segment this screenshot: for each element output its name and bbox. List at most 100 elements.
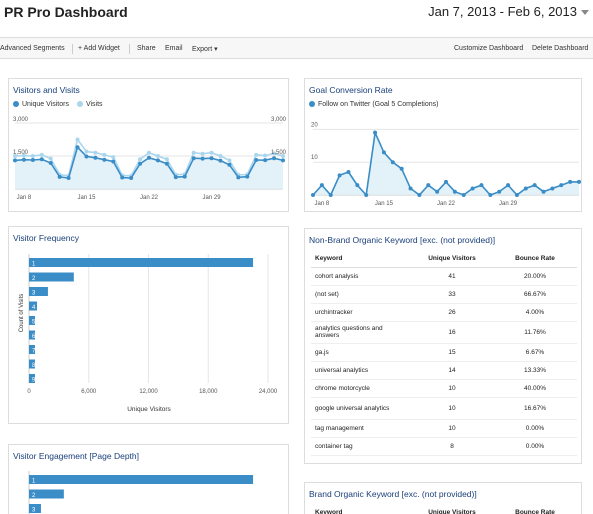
data-point xyxy=(75,137,80,142)
table-row[interactable]: container tag 8 0.00% xyxy=(311,437,577,456)
date-range-picker[interactable]: Jan 7, 2013 - Feb 6, 2013 xyxy=(428,4,589,19)
data-point xyxy=(21,157,26,162)
column-header-keyword[interactable]: Keyword xyxy=(311,251,411,268)
table-row[interactable]: google universal analytics 10 16.67% xyxy=(311,397,577,420)
column-header-bounce[interactable]: Bounce Rate xyxy=(493,251,577,268)
table-row[interactable]: (not set) 33 66.67% xyxy=(311,285,577,304)
data-point xyxy=(13,154,17,158)
data-point xyxy=(13,158,17,163)
table-row[interactable]: universal analytics 14 13.33% xyxy=(311,361,577,380)
keyword-cell[interactable]: universal analytics xyxy=(311,361,411,380)
legend-label: Follow on Twitter (Goal 5 Completions) xyxy=(318,101,439,108)
keyword-cell[interactable]: ga.js xyxy=(311,343,411,362)
data-point xyxy=(120,175,125,180)
x-axis-title: Unique Visitors xyxy=(127,406,171,413)
bar-category-label: 8 xyxy=(32,363,36,369)
data-point xyxy=(66,176,71,180)
y-tick-label: 10 xyxy=(311,155,318,161)
visitors-cell: 15 xyxy=(411,343,493,362)
data-point xyxy=(461,193,466,197)
data-point xyxy=(30,157,35,162)
data-point xyxy=(328,193,333,197)
keyword-cell[interactable]: analytics questions and answers xyxy=(311,321,411,344)
add-widget-button[interactable]: + Add Widget xyxy=(78,45,120,52)
data-point xyxy=(506,183,511,188)
visitors-cell: 41 xyxy=(411,267,493,286)
toolbar-divider xyxy=(129,44,130,54)
data-point xyxy=(577,179,581,184)
x-tick-label: Jan 15 xyxy=(375,201,394,207)
table-row[interactable]: tag management 10 0.00% xyxy=(311,419,577,438)
data-point xyxy=(263,158,268,163)
y-tick-label: 3,000 xyxy=(13,117,29,123)
data-point xyxy=(452,189,457,194)
x-tick-label: Jan 22 xyxy=(437,201,456,207)
delete-dashboard-button[interactable]: Delete Dashboard xyxy=(532,45,589,52)
frequency-bar-chart: 1 2 3 4 5 6 7 8 90 6,000 12,000 18,000 24,000 Unique … xyxy=(19,254,278,413)
data-point xyxy=(129,176,134,180)
column-header-bounce[interactable]: Bounce Rate xyxy=(493,505,577,514)
data-point xyxy=(173,175,178,180)
data-point xyxy=(48,161,53,166)
data-point xyxy=(444,179,448,184)
keyword-cell[interactable]: cohort analysis xyxy=(311,267,411,286)
x-tick-label: 0 xyxy=(27,389,31,395)
data-point xyxy=(364,193,369,197)
bar xyxy=(29,287,48,296)
data-point xyxy=(155,154,160,158)
data-point xyxy=(30,154,35,158)
bounce-cell: 0.00% xyxy=(493,437,577,456)
export-button[interactable]: Export ▾ xyxy=(192,46,218,53)
data-point xyxy=(435,189,440,194)
table-row[interactable]: cohort analysis 41 20.00% xyxy=(311,267,577,286)
bar-category-label: 1 xyxy=(32,479,36,485)
nonbrand-keyword-widget: Non-Brand Organic Keyword [exc. (not pro… xyxy=(304,228,582,464)
date-range-label: Jan 7, 2013 - Feb 6, 2013 xyxy=(428,4,577,19)
table-row[interactable]: analytics questions and answers 16 11.76% xyxy=(311,321,577,344)
x-tick-label: Jan 29 xyxy=(499,201,518,207)
data-point xyxy=(355,183,360,188)
data-point xyxy=(479,183,484,188)
email-button[interactable]: Email xyxy=(165,45,183,52)
visitors-visits-widget: Visitors and Visits Unique Visitors Visi… xyxy=(8,78,289,212)
advanced-segments-button[interactable]: Advanced Segments xyxy=(0,45,65,52)
x-tick-label: Jan 8 xyxy=(17,195,32,201)
brand-keyword-table: Keyword Unique Visitors Bounce Rate xyxy=(311,505,577,514)
keyword-cell[interactable]: google universal analytics xyxy=(311,397,411,420)
share-button[interactable]: Share xyxy=(137,45,156,52)
customize-dashboard-button[interactable]: Customize Dashboard xyxy=(454,45,524,52)
data-point xyxy=(84,149,89,154)
x-tick-label: 6,000 xyxy=(81,389,97,395)
page-title: PR Pro Dashboard xyxy=(4,4,128,20)
data-point xyxy=(390,160,395,165)
column-header-keyword[interactable]: Keyword xyxy=(311,505,411,514)
column-header-visitors[interactable]: Unique Visitors xyxy=(411,505,493,514)
series-dot-icon xyxy=(13,101,19,107)
bar xyxy=(29,475,254,484)
data-point xyxy=(164,161,169,166)
brand-keyword-widget: Brand Organic Keyword [exc. (not provide… xyxy=(304,482,582,514)
data-point xyxy=(514,193,519,197)
data-point xyxy=(426,183,431,188)
data-point xyxy=(254,152,259,157)
data-point xyxy=(254,157,259,162)
keyword-cell[interactable]: tag management xyxy=(311,419,411,438)
table-row[interactable]: urchintracker 26 4.00% xyxy=(311,303,577,322)
data-point xyxy=(57,174,62,179)
series-area xyxy=(15,147,283,189)
bar-category-label: 3 xyxy=(32,291,36,297)
keyword-cell[interactable]: chrome motorcycle xyxy=(311,379,411,398)
data-point xyxy=(75,145,80,150)
keyword-cell[interactable]: urchintracker xyxy=(311,303,411,322)
data-point xyxy=(236,175,241,180)
y-axis-title: Count of Visits xyxy=(19,294,25,333)
chevron-down-icon[interactable] xyxy=(581,10,589,15)
keyword-cell[interactable]: container tag xyxy=(311,437,411,456)
column-header-visitors[interactable]: Unique Visitors xyxy=(411,251,493,268)
data-point xyxy=(559,183,564,188)
bar xyxy=(29,359,35,369)
table-row[interactable]: chrome motorcycle 10 40.00% xyxy=(311,379,577,398)
keyword-cell[interactable]: (not set) xyxy=(311,285,411,304)
visitors-cell: 26 xyxy=(411,303,493,322)
table-row[interactable]: ga.js 15 6.67% xyxy=(311,343,577,362)
